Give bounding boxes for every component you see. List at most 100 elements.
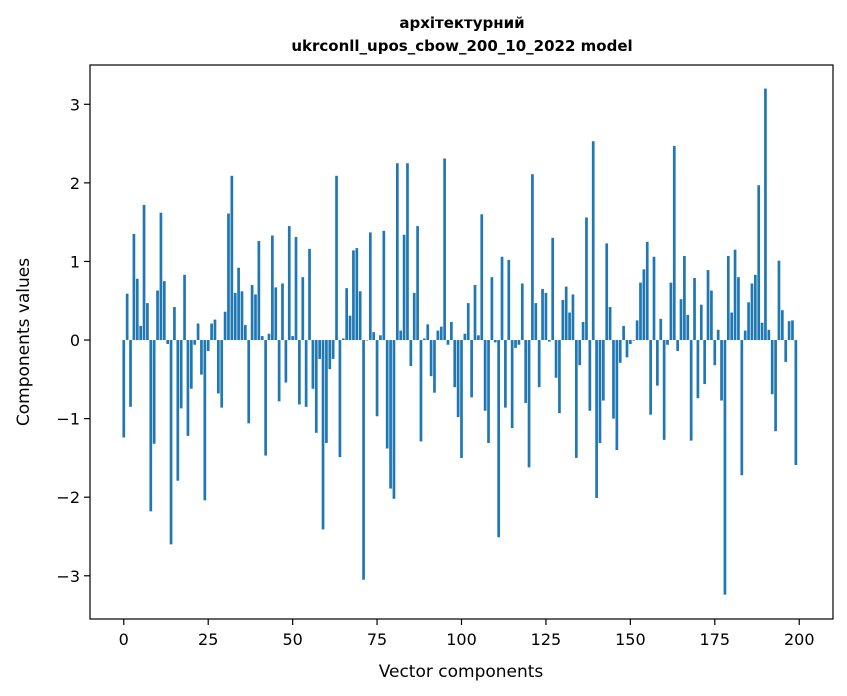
bar: [183, 274, 186, 341]
bar: [200, 340, 203, 375]
bar: [733, 249, 737, 341]
bar: [764, 88, 767, 341]
bar: [608, 307, 612, 341]
bar: [669, 282, 673, 341]
bar: [493, 340, 497, 343]
bar: [189, 340, 193, 389]
bar: [574, 340, 578, 458]
bar: [304, 340, 308, 407]
bar: [331, 340, 335, 359]
bar: [625, 340, 629, 358]
bar: [483, 340, 487, 411]
bar: [753, 274, 757, 341]
chart-subtitle: ukrconll_upos_cbow_200_10_2022 model: [291, 37, 632, 55]
bar: [490, 277, 494, 341]
x-tick-label: 25: [198, 630, 218, 649]
y-tick-label: −3: [56, 567, 80, 586]
bar: [132, 233, 136, 341]
bar: [534, 303, 538, 341]
bar: [146, 303, 149, 341]
x-tick-label: 50: [282, 630, 302, 649]
bar: [504, 340, 507, 408]
bar: [267, 333, 271, 341]
bar: [743, 330, 747, 341]
bar: [169, 340, 173, 545]
bar: [237, 267, 240, 341]
bar: [257, 241, 261, 341]
bar: [173, 307, 176, 341]
bar: [497, 340, 500, 538]
bar: [676, 340, 679, 352]
bar: [274, 287, 278, 341]
bar: [703, 340, 707, 385]
bar: [443, 158, 446, 341]
bar: [791, 320, 794, 341]
bar: [585, 217, 588, 341]
bar: [122, 340, 126, 438]
bar: [149, 340, 153, 512]
bar: [726, 255, 730, 341]
bar: [561, 299, 565, 341]
bar: [402, 234, 406, 341]
bar: [247, 340, 251, 424]
bar: [693, 277, 696, 341]
bar: [409, 340, 413, 366]
bar: [186, 340, 190, 436]
bar: [601, 340, 605, 401]
bar: [642, 269, 646, 341]
bar: [264, 340, 267, 456]
bar: [453, 340, 457, 388]
bar: [362, 340, 365, 580]
bar: [723, 340, 727, 595]
bar: [541, 288, 544, 341]
bar: [152, 340, 156, 444]
bar: [740, 340, 744, 476]
bar: [348, 315, 352, 341]
bar: [298, 340, 301, 405]
bar: [537, 340, 541, 388]
y-tick-label: −2: [56, 488, 80, 507]
bar: [544, 292, 548, 341]
bar: [423, 338, 426, 341]
bar: [784, 340, 788, 363]
x-axis-ticks: 0 25 50 75 100 125 150 175 200: [119, 619, 815, 649]
bar: [291, 336, 294, 341]
bar: [679, 299, 683, 341]
bar: [588, 340, 592, 411]
bar: [710, 290, 713, 341]
bar: [321, 340, 325, 530]
bar: [473, 285, 477, 341]
bar: [547, 340, 551, 342]
bar: [372, 332, 376, 341]
bar: [179, 340, 183, 409]
bar: [446, 340, 450, 345]
bar: [341, 338, 345, 341]
bar: [358, 291, 362, 341]
bar: [517, 340, 521, 345]
bar: [379, 335, 382, 341]
y-tick-label: 1: [70, 252, 80, 271]
bar: [605, 243, 609, 341]
bar: [345, 288, 349, 341]
bar: [213, 319, 217, 341]
bar: [524, 340, 528, 403]
bar: [142, 204, 146, 341]
bar: [568, 312, 571, 341]
bar: [463, 333, 467, 341]
bar: [216, 340, 220, 394]
bar: [632, 340, 636, 341]
bar: [760, 322, 764, 341]
y-tick-label: 0: [70, 331, 80, 350]
bar: [277, 340, 281, 402]
bar: [656, 340, 659, 386]
bar: [287, 226, 291, 341]
bar: [767, 329, 771, 341]
bar: [470, 340, 473, 398]
bar: [612, 340, 615, 419]
x-tick-label: 200: [784, 630, 815, 649]
bar: [412, 292, 416, 341]
bar: [210, 323, 213, 341]
bar: [480, 214, 484, 341]
x-tick-label: 0: [119, 630, 129, 649]
